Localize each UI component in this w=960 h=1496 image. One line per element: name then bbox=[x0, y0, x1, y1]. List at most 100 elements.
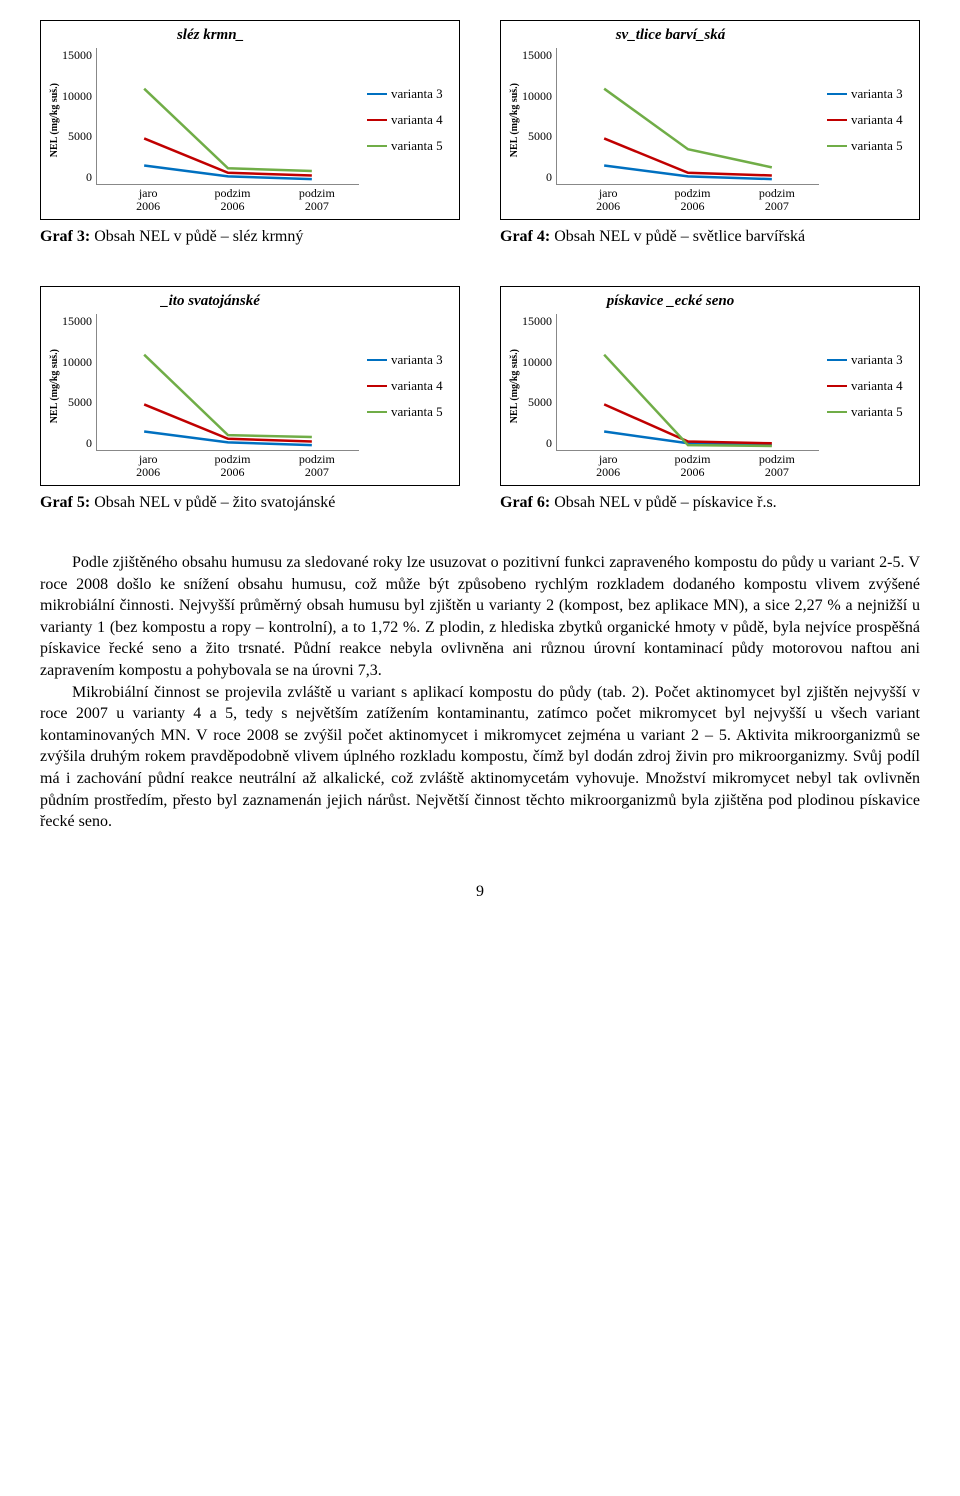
y-tick-label: 5000 bbox=[68, 395, 92, 410]
legend-item: varianta 3 bbox=[827, 86, 909, 102]
chart-caption: Graf 5: Obsah NEL v půdě – žito svatoján… bbox=[40, 494, 460, 512]
legend-item: varianta 5 bbox=[827, 404, 909, 420]
series-line bbox=[604, 404, 772, 443]
legend-swatch bbox=[827, 359, 847, 361]
y-tick-label: 10000 bbox=[522, 355, 552, 370]
chart-title: _ito svatojánské bbox=[62, 293, 359, 310]
legend-label: varianta 4 bbox=[391, 112, 443, 128]
legend-swatch bbox=[367, 385, 387, 387]
series-line bbox=[144, 89, 312, 171]
legend-label: varianta 4 bbox=[851, 378, 903, 394]
legend-label: varianta 5 bbox=[851, 138, 903, 154]
x-tick-label: podzim2006 bbox=[650, 187, 734, 213]
legend-item: varianta 5 bbox=[827, 138, 909, 154]
series-line bbox=[604, 355, 772, 446]
legend-item: varianta 4 bbox=[827, 378, 909, 394]
x-tick-label: jaro2006 bbox=[106, 453, 190, 479]
legend-item: varianta 4 bbox=[367, 112, 449, 128]
legend-item: varianta 3 bbox=[367, 86, 449, 102]
chart-row: NEL (mg/kg suš.) sléz krmn_ 15000 10000 5000… bbox=[40, 20, 920, 246]
legend-item: varianta 4 bbox=[827, 112, 909, 128]
legend-label: varianta 3 bbox=[851, 352, 903, 368]
y-ticks: 150001000050000 bbox=[522, 314, 556, 451]
plot-area bbox=[96, 314, 359, 451]
chart-caption: Graf 3: Obsah NEL v půdě – sléz krmný bbox=[40, 228, 460, 246]
y-tick-label: 5000 bbox=[68, 129, 92, 144]
x-ticks: jaro2006podzim2006podzim2007 bbox=[522, 453, 819, 479]
chart-title: pískavice _ecké seno bbox=[522, 293, 819, 310]
y-ticks: 15000 10000 5000 0 bbox=[62, 314, 96, 451]
y-tick-label: 15000 bbox=[62, 48, 92, 63]
y-ticks: 15000 10000 5000 0 bbox=[62, 48, 96, 185]
legend-item: varianta 3 bbox=[367, 352, 449, 368]
legend-swatch bbox=[827, 119, 847, 121]
legend-label: varianta 3 bbox=[851, 86, 903, 102]
x-tick-label: jaro2006 bbox=[566, 187, 650, 213]
legend-label: varianta 5 bbox=[391, 404, 443, 420]
y-tick-label: 10000 bbox=[62, 89, 92, 104]
x-ticks: jaro2006podzim2006podzim2007 bbox=[62, 187, 359, 213]
x-tick-label: jaro2006 bbox=[106, 187, 190, 213]
y-tick-label: 15000 bbox=[522, 48, 552, 63]
plot-area bbox=[556, 48, 819, 185]
chart-title: sv_tlice barví_ská bbox=[522, 27, 819, 44]
legend-label: varianta 3 bbox=[391, 86, 443, 102]
x-tick-label: podzim2007 bbox=[275, 453, 359, 479]
legend-label: varianta 4 bbox=[391, 378, 443, 394]
chart-box: NEL (mg/kg suš.) sléz krmn_ 15000 10000 5000… bbox=[40, 20, 460, 220]
y-tick-label: 10000 bbox=[522, 89, 552, 104]
chart-panel-3: NEL (mg/kg suš.) pískavice _ecké seno 1500… bbox=[500, 286, 920, 512]
chart-box: NEL (mg/kg suš.) sv_tlice barví_ská 15000 1… bbox=[500, 20, 920, 220]
x-tick-label: podzim2007 bbox=[735, 187, 819, 213]
y-tick-label: 10000 bbox=[62, 355, 92, 370]
y-tick-label: 5000 bbox=[528, 129, 552, 144]
chart-caption: Graf 4: Obsah NEL v půdě – světlice barv… bbox=[500, 228, 920, 246]
x-tick-label: podzim2006 bbox=[650, 453, 734, 479]
plot-area bbox=[556, 314, 819, 451]
x-ticks: jaro2006podzim2006podzim2007 bbox=[522, 187, 819, 213]
chart-caption: Graf 6: Obsah NEL v půdě – pískavice ř.s… bbox=[500, 494, 920, 512]
legend-item: varianta 5 bbox=[367, 404, 449, 420]
x-tick-label: podzim2007 bbox=[275, 187, 359, 213]
x-tick-label: podzim2006 bbox=[190, 453, 274, 479]
chart-box: NEL (mg/kg suš.) _ito svatojánské 15000 100… bbox=[40, 286, 460, 486]
y-tick-label: 0 bbox=[86, 436, 92, 451]
legend-label: varianta 5 bbox=[391, 138, 443, 154]
chart-title: sléz krmn_ bbox=[62, 27, 359, 44]
y-axis-label: NEL (mg/kg suš.) bbox=[507, 349, 522, 423]
series-line bbox=[144, 355, 312, 437]
legend-label: varianta 4 bbox=[851, 112, 903, 128]
x-ticks: jaro2006podzim2006podzim2007 bbox=[62, 453, 359, 479]
legend-swatch bbox=[367, 119, 387, 121]
y-tick-label: 15000 bbox=[522, 314, 552, 329]
legend-swatch bbox=[827, 93, 847, 95]
plot-area bbox=[96, 48, 359, 185]
series-line bbox=[604, 89, 772, 168]
legend-swatch bbox=[827, 145, 847, 147]
chart-box: NEL (mg/kg suš.) pískavice _ecké seno 1500… bbox=[500, 286, 920, 486]
legend-swatch bbox=[827, 411, 847, 413]
y-tick-label: 0 bbox=[86, 170, 92, 185]
paragraph: Podle zjištěného obsahu humusu za sledov… bbox=[40, 552, 920, 682]
legend: varianta 3 varianta 4 varianta 5 bbox=[359, 27, 449, 213]
y-tick-label: 15000 bbox=[62, 314, 92, 329]
legend: varianta 3 varianta 4 varianta 5 bbox=[819, 293, 909, 479]
legend-label: varianta 5 bbox=[851, 404, 903, 420]
y-axis-label: NEL (mg/kg suš.) bbox=[47, 349, 62, 423]
legend-item: varianta 5 bbox=[367, 138, 449, 154]
legend-item: varianta 3 bbox=[827, 352, 909, 368]
legend-label: varianta 3 bbox=[391, 352, 443, 368]
legend-swatch bbox=[367, 145, 387, 147]
y-axis-label: NEL (mg/kg suš.) bbox=[47, 83, 62, 157]
page-number: 9 bbox=[40, 883, 920, 901]
legend: varianta 3 varianta 4 varianta 5 bbox=[359, 293, 449, 479]
legend-swatch bbox=[367, 93, 387, 95]
body-text: Podle zjištěného obsahu humusu za sledov… bbox=[40, 552, 920, 833]
legend-swatch bbox=[367, 411, 387, 413]
x-tick-label: podzim2007 bbox=[735, 453, 819, 479]
charts-grid: NEL (mg/kg suš.) sléz krmn_ 15000 10000 5000… bbox=[40, 20, 920, 512]
chart-panel-0: NEL (mg/kg suš.) sléz krmn_ 15000 10000 5000… bbox=[40, 20, 460, 246]
y-ticks: 150001000050000 bbox=[522, 48, 556, 185]
legend: varianta 3 varianta 4 varianta 5 bbox=[819, 27, 909, 213]
y-axis-label: NEL (mg/kg suš.) bbox=[507, 83, 522, 157]
